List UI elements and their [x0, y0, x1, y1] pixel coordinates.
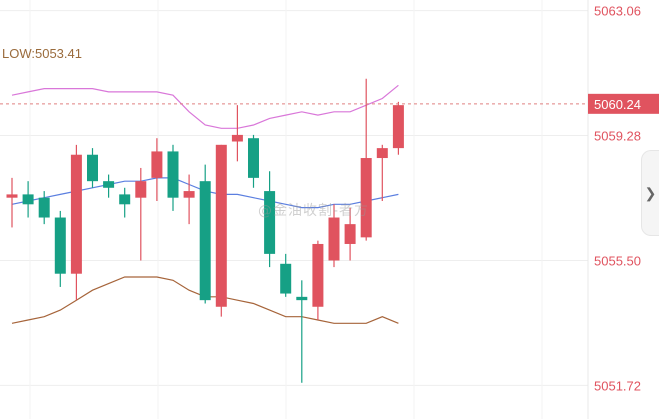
- y-tick-label: 5063.06: [594, 4, 641, 19]
- current-price-label: 5060.24: [594, 97, 641, 112]
- candle-body: [328, 217, 340, 261]
- candle-body: [87, 154, 98, 182]
- candle-body: [376, 148, 388, 159]
- candle-body: [231, 134, 243, 142]
- candles: [6, 78, 404, 383]
- price-axis: 5063.06 5059.28 5055.50 5051.72: [594, 4, 641, 394]
- candle-body: [167, 151, 179, 198]
- candle-body: [135, 181, 147, 198]
- candle-body: [280, 263, 292, 294]
- y-tick-label: 5051.72: [594, 378, 641, 393]
- candle-body: [312, 243, 324, 307]
- candle-body: [119, 194, 131, 205]
- candle-body: [248, 138, 259, 178]
- candle-body: [6, 194, 18, 198]
- candle-body: [70, 154, 82, 274]
- y-tick-label: 5055.50: [594, 253, 641, 268]
- candle-body: [215, 144, 227, 307]
- candle-body: [296, 296, 308, 301]
- candle-body: [151, 151, 163, 178]
- chevron-right-icon[interactable]: ❯: [641, 150, 659, 236]
- candle-body: [38, 197, 50, 218]
- grid-lines: [0, 0, 589, 419]
- candle-body: [22, 194, 34, 205]
- candle-body: [360, 158, 372, 238]
- candle-body: [199, 181, 211, 301]
- candle-body: [54, 217, 66, 274]
- candle-body: [183, 191, 195, 198]
- current-price-tag: [588, 93, 659, 114]
- candle-body: [392, 105, 404, 149]
- candle-body: [103, 181, 115, 188]
- candle-body: [264, 191, 276, 254]
- low-indicator-label: LOW:5053.41: [2, 46, 82, 61]
- upper-band-line: [11, 84, 399, 129]
- watermark: @金油收割-者方: [258, 203, 370, 219]
- current-price-line: 5060.24: [0, 93, 659, 114]
- candle-body: [344, 224, 356, 244]
- y-tick-label: 5059.28: [594, 129, 641, 144]
